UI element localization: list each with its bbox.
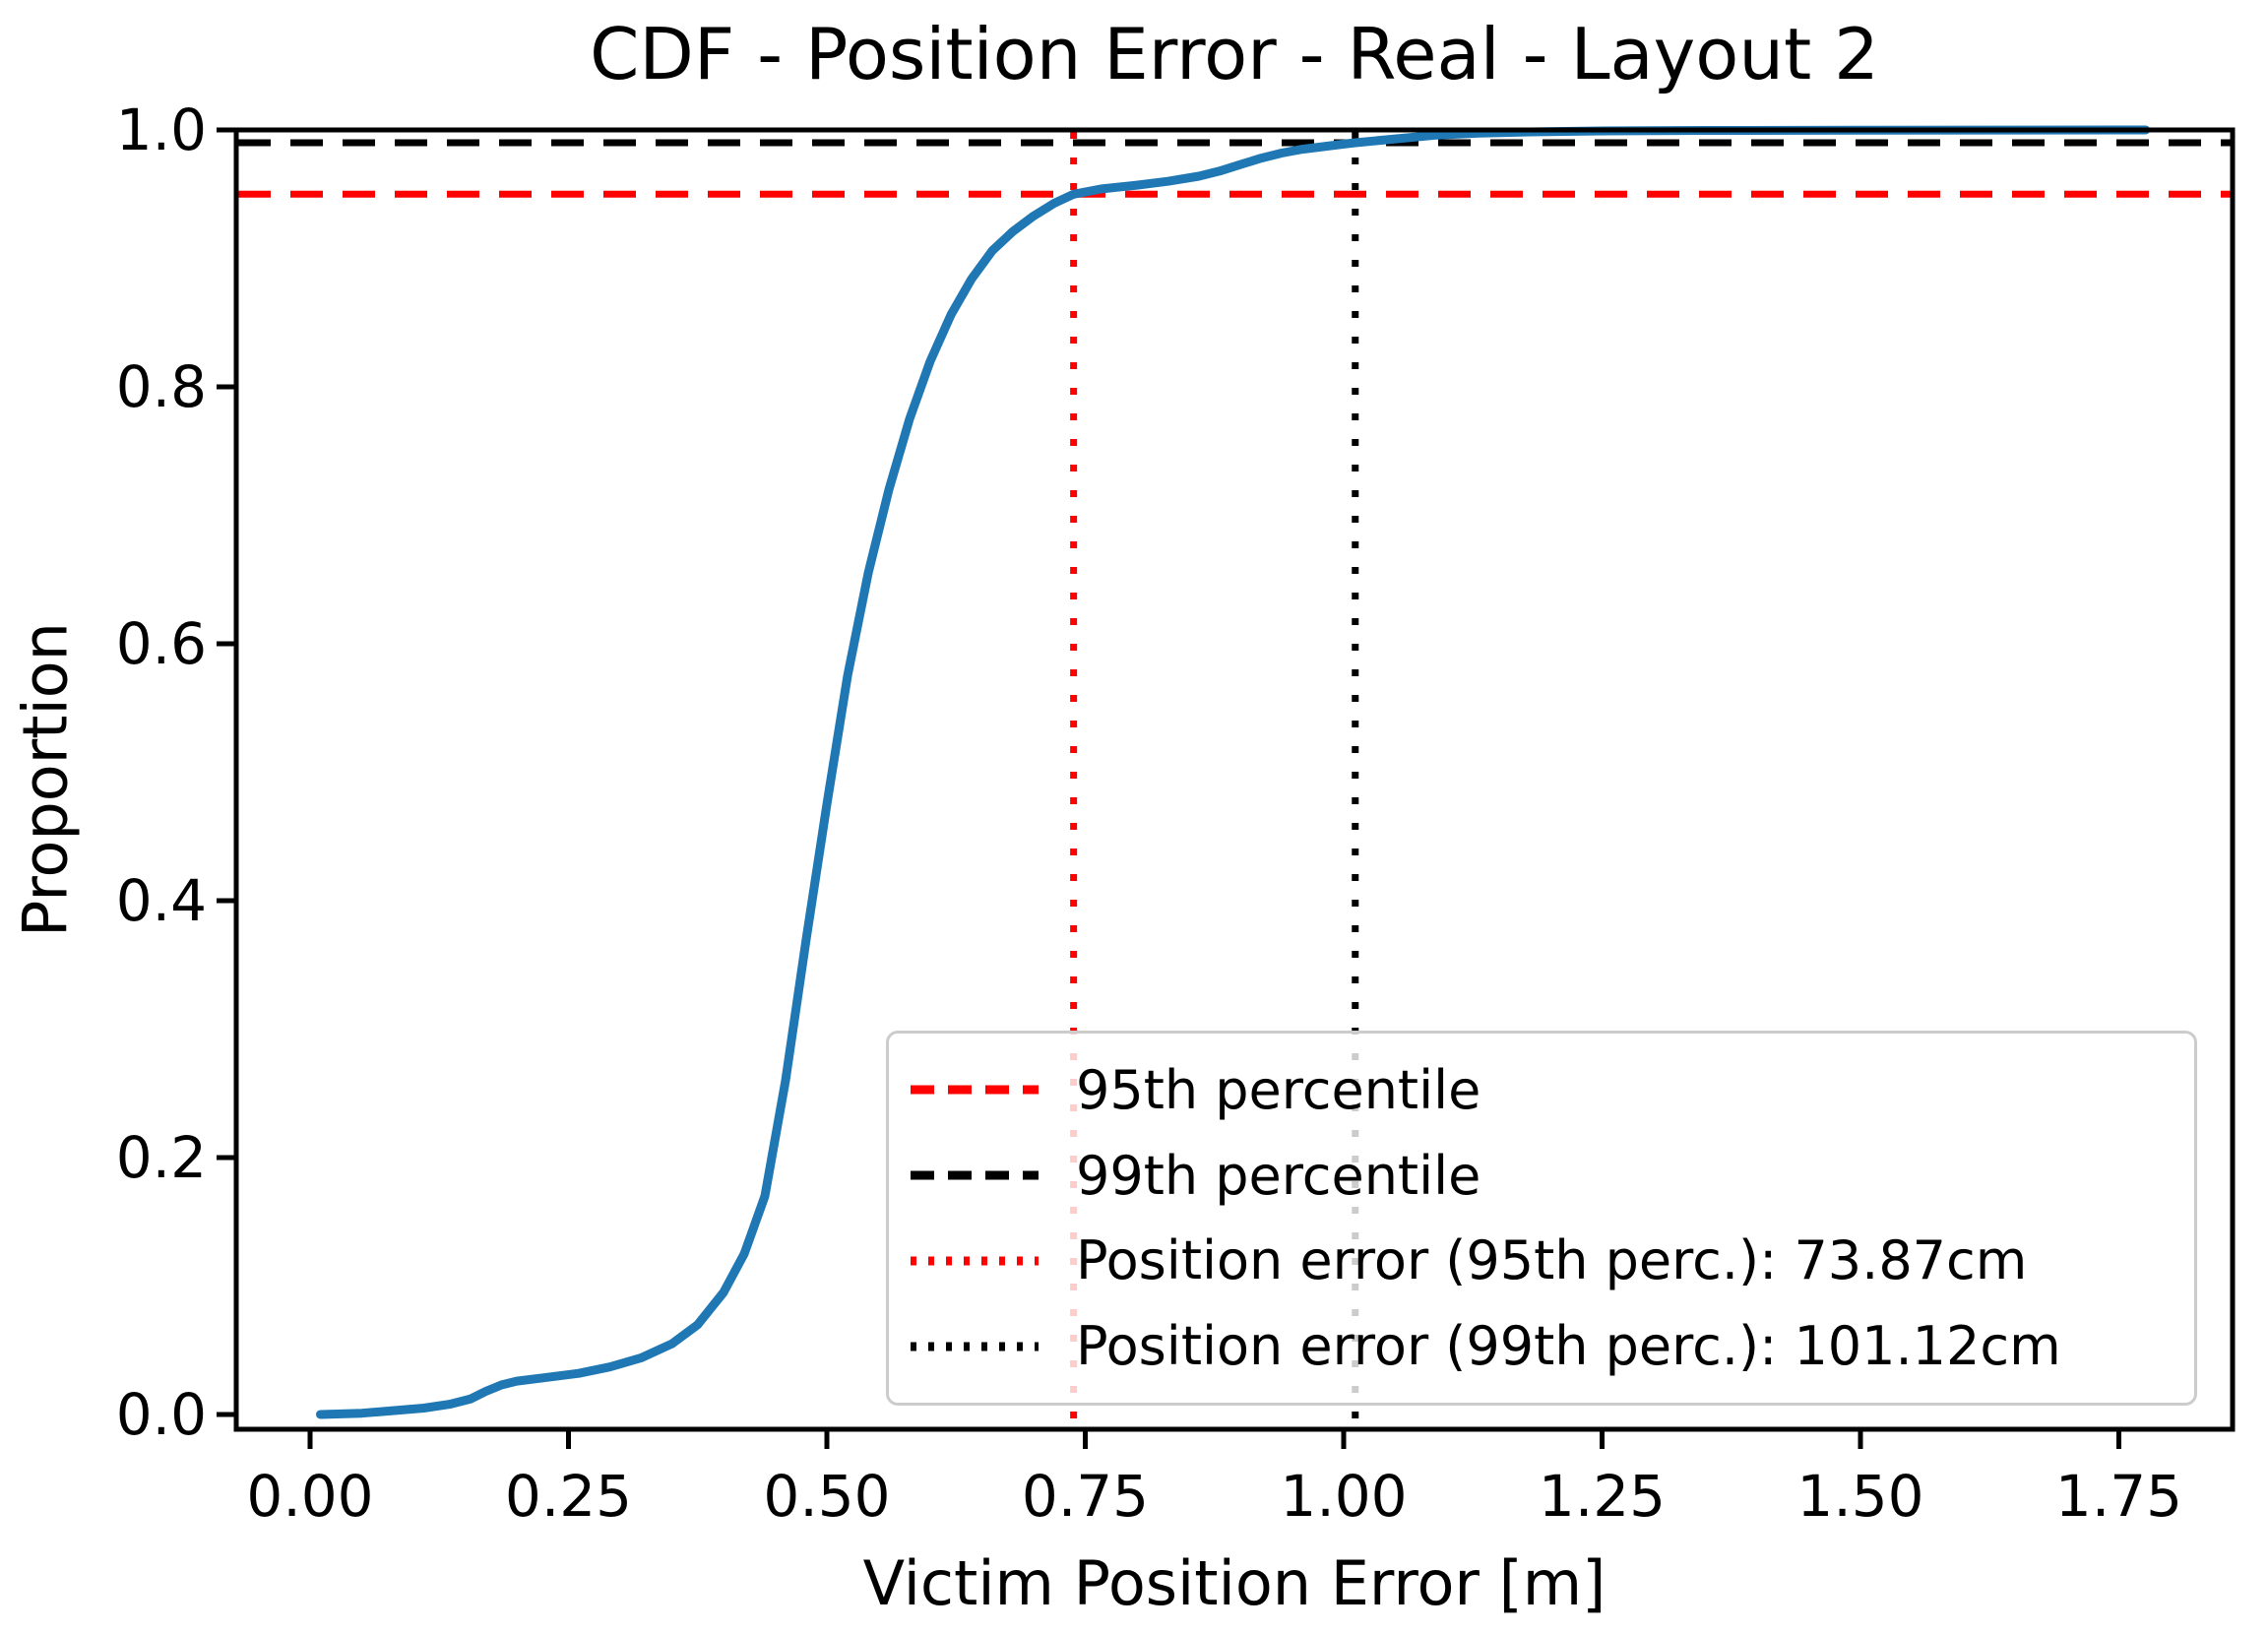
x-tick-label: 0.75: [1022, 1463, 1149, 1530]
legend-label: 99th percentile: [1076, 1144, 1481, 1207]
x-tick-label: 0.25: [505, 1463, 632, 1530]
legend: 95th percentile 99th percentile Position…: [886, 1031, 2197, 1406]
dashed-red-line-icon: [911, 1085, 1039, 1095]
y-tick-label: 1.0: [116, 96, 207, 163]
legend-item-position-error-99th: Position error (99th perc.): 101.12cm: [911, 1307, 2184, 1386]
y-tick-label: 0.2: [116, 1124, 207, 1191]
x-tick-label: 1.50: [1796, 1463, 1923, 1530]
dotted-black-line-icon: [911, 1342, 1039, 1351]
legend-label: Position error (99th perc.): 101.12cm: [1076, 1315, 2061, 1378]
legend-label: 95th percentile: [1076, 1058, 1481, 1121]
x-tick-label: 0.50: [763, 1463, 890, 1530]
legend-item-95th-percentile: 95th percentile: [911, 1050, 2184, 1129]
y-axis-label: Proportion: [9, 622, 82, 937]
y-tick-label: 0.8: [116, 353, 207, 420]
x-tick-label: 1.75: [2055, 1463, 2182, 1530]
dotted-red-line-icon: [911, 1256, 1039, 1266]
x-tick-label: 1.25: [1539, 1463, 1666, 1530]
x-tick-label: 0.00: [246, 1463, 373, 1530]
axis-ticks: 0.00 0.25 0.50 0.75 1.00 1.25 1.50 1.75 0.0 0.2 0.…: [116, 96, 2182, 1530]
y-tick-label: 0.4: [116, 867, 207, 934]
x-tick-label: 1.00: [1280, 1463, 1407, 1530]
y-tick-label: 0.6: [116, 610, 207, 677]
ecdf-curve: [316, 125, 2151, 1419]
axes-frame: [233, 127, 2236, 1432]
dashed-black-line-icon: [911, 1170, 1039, 1180]
chart-title: CDF - Position Error - Real - Layout 2: [590, 13, 1879, 95]
legend-item-position-error-95th: Position error (95th perc.): 73.87cm: [911, 1222, 2184, 1300]
x-axis-label: Victim Position Error [m]: [862, 1547, 1606, 1619]
legend-label: Position error (95th perc.): 73.87cm: [1076, 1229, 2028, 1292]
y-tick-label: 0.0: [116, 1381, 207, 1448]
legend-item-99th-percentile: 99th percentile: [911, 1136, 2184, 1215]
